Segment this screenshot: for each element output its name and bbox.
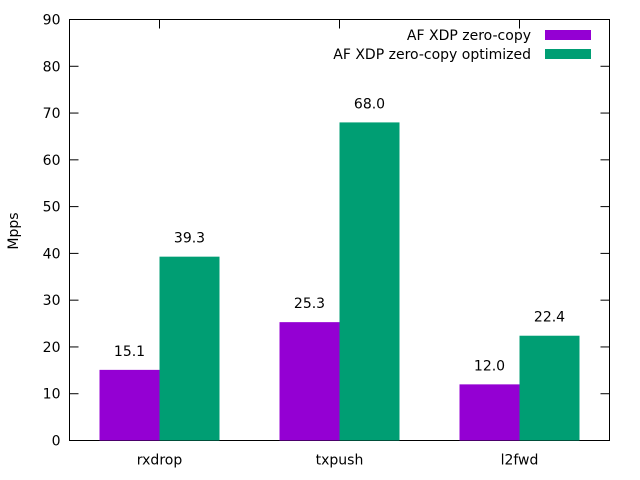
x-tick-label: txpush: [316, 453, 364, 469]
legend-swatch: [545, 49, 591, 59]
y-tick-label: 30: [43, 293, 61, 309]
x-tick-label: rxdrop: [137, 453, 183, 469]
y-tick-label: 0: [52, 434, 61, 450]
y-tick-label: 80: [43, 59, 61, 75]
legend-swatch: [545, 30, 591, 40]
y-tick-label: 70: [43, 106, 61, 122]
y-tick-label: 10: [43, 387, 61, 403]
bar-l2fwd-series-1: [519, 335, 580, 441]
data-label: 68.0: [354, 96, 385, 112]
bar-l2fwd-series-0: [459, 384, 520, 441]
legend: AF XDP zero-copy AF XDP zero-copy optimiz…: [333, 28, 591, 63]
bars-group: [99, 122, 580, 441]
data-label: 15.1: [114, 344, 145, 360]
data-label: 25.3: [294, 296, 325, 312]
legend-label: AF XDP zero-copy optimized: [333, 47, 531, 63]
y-tick-label: 40: [43, 246, 61, 262]
data-label: 12.0: [474, 358, 505, 374]
y-tick-label: 20: [43, 340, 61, 356]
bar-txpush-series-0: [279, 322, 340, 441]
data-label: 39.3: [174, 231, 205, 247]
x-axis: rxdrop txpush l2fwd: [137, 19, 539, 469]
bar-txpush-series-1: [339, 122, 400, 441]
data-label: 22.4: [534, 310, 565, 326]
y-axis: 0 10 20 30 40 50 60 70 80 90: [43, 13, 610, 450]
y-tick-label: 60: [43, 153, 61, 169]
legend-label: AF XDP zero-copy: [407, 28, 531, 44]
data-labels-group: 15.1 39.3 25.3 68.0 12.0 22.4: [114, 96, 565, 374]
bar-rxdrop-series-1: [159, 256, 220, 441]
y-axis-title: Mpps: [6, 212, 22, 249]
bar-rxdrop-series-0: [99, 369, 160, 441]
x-tick-label: l2fwd: [501, 453, 539, 469]
y-tick-label: 90: [43, 13, 61, 29]
y-tick-label: 50: [43, 200, 61, 216]
